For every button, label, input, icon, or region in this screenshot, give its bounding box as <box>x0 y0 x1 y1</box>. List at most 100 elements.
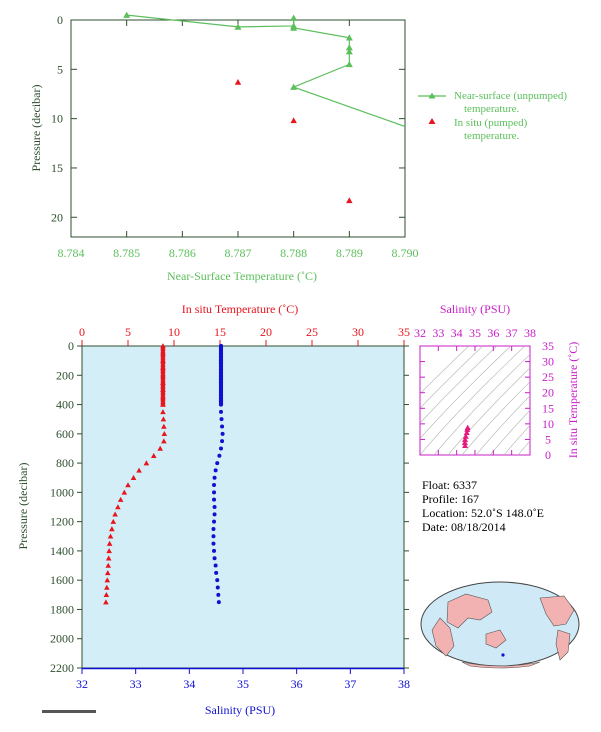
ts-marks <box>461 424 471 449</box>
legend-label-in-situ: In situ (pumped) temperature. <box>454 117 530 142</box>
ts-density-contour <box>528 326 601 460</box>
ts-y-tick-label: 5 <box>545 432 551 446</box>
salinity-point <box>213 563 218 568</box>
temperature-point <box>112 511 118 517</box>
legend-label-near-surface: Near-surface (unpumped) temperature. <box>454 90 570 115</box>
in-situ-point <box>290 117 297 124</box>
temperature-point <box>104 577 111 583</box>
salinity-point <box>212 490 217 495</box>
salinity-tick-label: 38 <box>398 677 410 691</box>
near-surface-point <box>290 14 298 21</box>
salinity-tick-label: 35 <box>237 677 249 691</box>
top-x-tick-label: 8.785 <box>113 246 140 260</box>
top-y-tick-label: 20 <box>51 210 63 224</box>
float-location-marker <box>501 653 505 657</box>
date: Date: 08/18/2014 <box>422 520 506 534</box>
ts-y-tick-label: 10 <box>542 417 554 431</box>
top-x-tick-label: 8.789 <box>336 246 363 260</box>
ts-point <box>462 436 469 442</box>
near-surface-point <box>345 60 353 68</box>
map-landmass-antarctica <box>461 661 541 669</box>
temperature-point <box>103 592 110 598</box>
top-x-tick-label: 8.786 <box>169 246 196 260</box>
temperature-point <box>107 533 114 539</box>
salinity-tick-label: 32 <box>76 677 88 691</box>
ts-density-contour <box>447 367 530 455</box>
ts-point <box>462 433 469 439</box>
ts-y-tick-label: 20 <box>542 386 554 400</box>
temperature-point <box>160 401 166 407</box>
temperature-point <box>160 365 166 371</box>
ts-density-contour <box>503 424 530 455</box>
temperature-axis-ticks: 0 5 10 15 20 25 30 35 <box>79 325 410 346</box>
temperature-tick-label: 10 <box>168 325 180 339</box>
temperature-point <box>106 548 112 554</box>
pressure-tick-label: 800 <box>56 456 74 470</box>
float-id: Float: 6337 <box>422 478 477 492</box>
temperature-tick-label: 20 <box>260 325 272 339</box>
top-x-tick-label: 8.787 <box>225 246 252 260</box>
salinity-point <box>212 483 217 488</box>
salinity-point <box>220 439 225 444</box>
top-x-tick-label: 8.784 <box>58 246 85 260</box>
ts-y-axis-label: In situ Temperature (˚C) <box>566 342 580 459</box>
profile-marks <box>103 343 225 605</box>
temperature-point <box>105 562 112 568</box>
temperature-point <box>125 482 131 488</box>
temperature-point <box>115 504 121 510</box>
map-landmass-south-america <box>555 629 571 661</box>
map-landmass-asia <box>446 593 493 629</box>
temperature-point <box>110 518 117 524</box>
salinity-point <box>215 461 220 466</box>
salinity-point <box>218 351 223 356</box>
temperature-tick-label: 35 <box>398 325 410 339</box>
pressure-tick-label: 2200 <box>50 661 74 675</box>
salinity-point <box>213 468 218 473</box>
ts-x-tick-label: 38 <box>524 326 536 340</box>
salinity-point <box>212 505 217 509</box>
temperature-point <box>161 438 167 444</box>
temperature-point <box>105 555 112 561</box>
salinity-point <box>211 526 216 531</box>
profile-number: Profile: 167 <box>422 492 479 506</box>
map-landmass-australia <box>485 629 507 649</box>
pressure-axis-ticks: 0 200 400 600 800 1000 1200 1400 1600 1800 2000 220… <box>50 339 409 675</box>
salinity-point <box>212 475 217 480</box>
ts-y-tick-label: 25 <box>542 370 554 384</box>
near-surface-point <box>290 83 298 90</box>
near-surface-point <box>290 24 298 31</box>
pressure-tick-label: 400 <box>56 398 74 412</box>
temperature-point <box>160 379 166 385</box>
temperature-point <box>160 394 166 400</box>
pressure-tick-label: 1200 <box>50 515 74 529</box>
ts-x-ticks: 32 33 34 35 36 37 38 <box>414 326 536 455</box>
salinity-tick-label: 37 <box>344 677 356 691</box>
ts-y-tick-label: 30 <box>542 355 554 369</box>
ts-point <box>463 429 470 435</box>
temperature-point <box>160 387 166 393</box>
temperature-point <box>161 423 167 429</box>
temperature-point <box>106 540 113 546</box>
ts-y-tick-label: 0 <box>545 448 551 462</box>
temperature-point <box>160 409 166 415</box>
temperature-tick-label: 30 <box>352 325 364 339</box>
near-surface-point <box>345 44 353 51</box>
salinity-point <box>218 380 223 385</box>
temperature-point <box>150 452 157 459</box>
top-x-ticks: 8.784 8.785 8.786 8.787 8.788 8.789 8.790 <box>58 20 419 260</box>
temperature-point <box>160 416 167 422</box>
salinity-point <box>211 534 216 539</box>
ts-y-tick-label: 35 <box>542 339 554 353</box>
ts-point <box>461 439 468 445</box>
near-surface-point <box>123 11 131 18</box>
map-landmass-north-america <box>539 595 575 627</box>
in-situ-point <box>346 197 353 204</box>
salinity-point <box>212 548 217 553</box>
temperature-axis-label: In situ Temperature (˚C) <box>182 302 299 316</box>
salinity-point <box>218 409 223 414</box>
ts-density-contour <box>420 346 484 409</box>
world-map <box>420 581 580 669</box>
float-info: Float: 6337 Profile: 167 Location: 52.0˚… <box>422 478 544 534</box>
pressure-tick-label: 600 <box>56 427 74 441</box>
